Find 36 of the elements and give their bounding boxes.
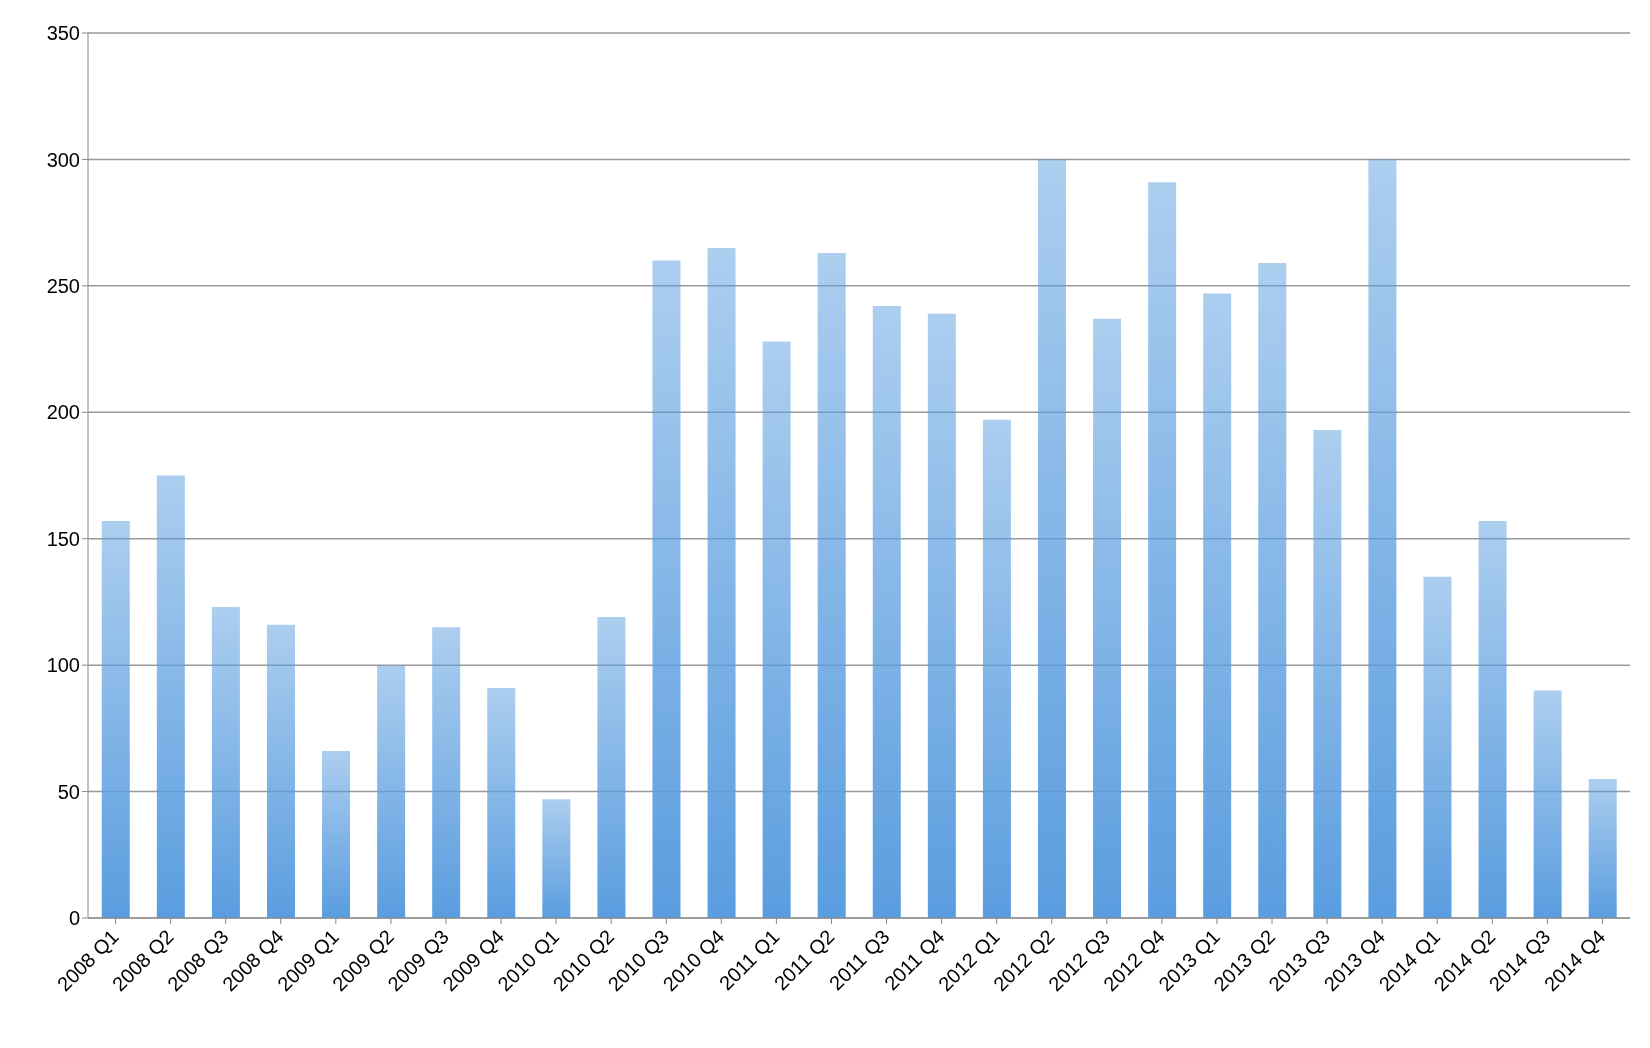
bar — [1588, 778, 1617, 918]
bar — [1423, 576, 1452, 918]
bar — [322, 751, 351, 918]
bar — [872, 306, 901, 918]
bar — [266, 624, 295, 918]
bar — [1203, 293, 1232, 918]
bar — [817, 252, 846, 918]
bar — [542, 799, 571, 918]
y-tick-label: 300 — [46, 148, 80, 171]
y-tick-label: 200 — [46, 401, 80, 424]
bar — [1533, 690, 1562, 918]
bar — [377, 665, 406, 918]
bar — [101, 521, 130, 918]
bar — [982, 419, 1011, 918]
bar — [1258, 263, 1287, 918]
y-tick-label: 150 — [46, 527, 80, 550]
bar — [1478, 521, 1507, 918]
bar — [927, 313, 956, 918]
y-tick-label: 100 — [46, 654, 80, 677]
bar — [1368, 159, 1397, 918]
bar — [156, 475, 185, 918]
bar — [1037, 159, 1066, 918]
y-tick-label: 0 — [68, 907, 80, 930]
bar — [432, 627, 461, 918]
bar — [1148, 182, 1177, 918]
bar — [652, 260, 681, 918]
y-tick-label: 350 — [46, 22, 80, 45]
y-tick-label: 250 — [46, 274, 80, 297]
bar — [597, 617, 626, 918]
bar — [1313, 429, 1342, 918]
bar — [487, 687, 516, 918]
y-tick-label: 50 — [57, 780, 80, 803]
bar — [1093, 318, 1122, 918]
bar — [707, 247, 736, 918]
bar — [762, 341, 791, 918]
bar — [211, 606, 240, 918]
